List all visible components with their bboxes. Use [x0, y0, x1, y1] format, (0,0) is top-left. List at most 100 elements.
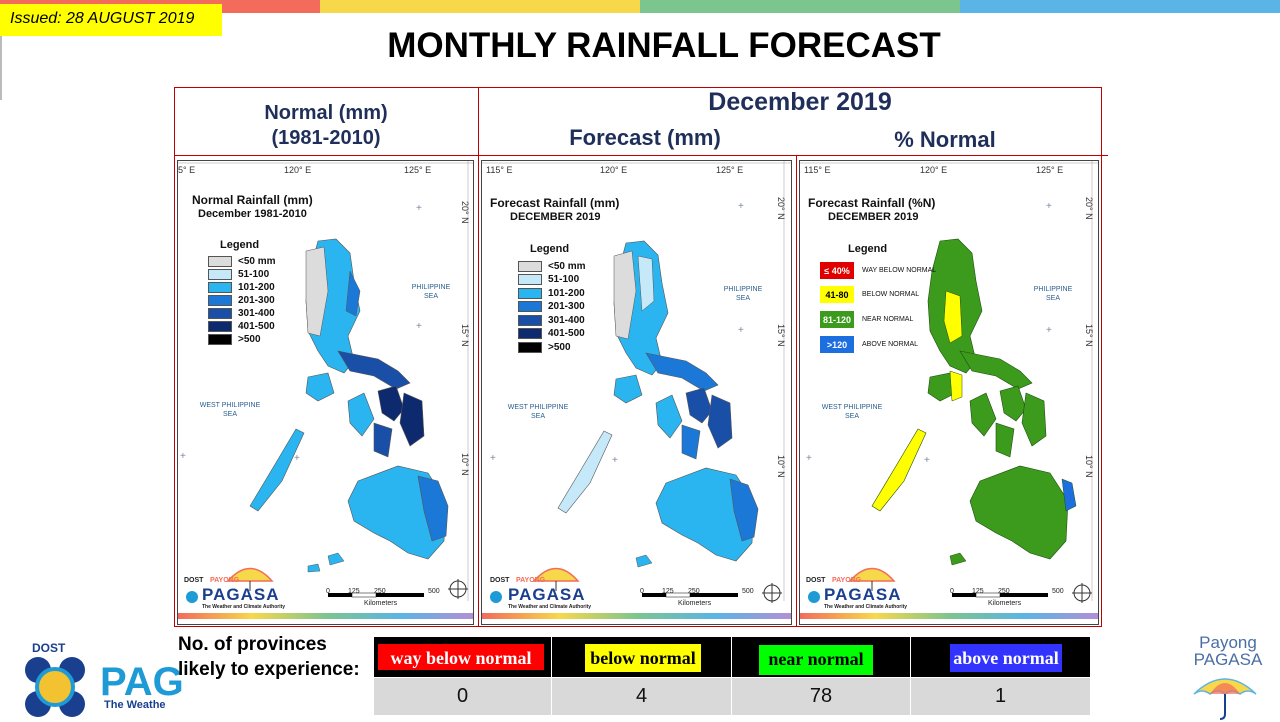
sea-label-line: SEA: [423, 293, 438, 300]
map-logo-pagasa: PAGASA: [824, 585, 902, 604]
legend-label: 401-500: [548, 328, 585, 339]
map-logo-dost: DOST: [184, 577, 204, 584]
normal-legend-row: 51-100: [208, 269, 269, 280]
legend-swatch: [518, 342, 542, 353]
forecast-lat-label-1: 20° N: [776, 197, 786, 220]
pct-legend-title: Legend: [848, 243, 888, 255]
legend-label: >500: [238, 334, 261, 345]
legend-swatch: [208, 256, 232, 267]
normal-header-line1: Normal (mm): [264, 102, 388, 124]
top-bar-segment-yellow: [320, 0, 640, 13]
normal-legend-row: 301-400: [208, 308, 275, 319]
legend-label: 101-200: [238, 282, 275, 293]
pct-legend-box: ≤ 40%: [820, 262, 854, 279]
grid-cross: +: [612, 455, 618, 466]
panel-split-right: [796, 155, 797, 626]
grid-cross: +: [416, 203, 422, 214]
header-split-left: [478, 88, 479, 626]
map-logo-payong: PAYONG: [210, 577, 240, 584]
pct-legend-box: 81-120: [820, 311, 854, 328]
count-above-normal: 1: [994, 685, 1007, 707]
forecast-west-philippine-sea-label: WEST PHILIPPINE SEA: [500, 403, 576, 421]
legend-swatch: [518, 288, 542, 299]
legend-label: >500: [548, 342, 571, 353]
scale-tick: 500: [742, 588, 754, 595]
pagasa-logo-partial: PAG: [100, 660, 184, 704]
maps-frame: [174, 87, 1102, 627]
scale-tick: 125: [348, 588, 360, 595]
normal-rainfall-map: 5° E 120° E 125° E 20° N 15° N 10° N Nor…: [177, 160, 474, 625]
normal-map-title: Normal Rainfall (mm) December 1981-2010: [192, 193, 313, 221]
scale-tick: 250: [998, 588, 1010, 595]
legend-swatch: [518, 328, 542, 339]
legend-label: <50 mm: [548, 261, 586, 272]
legend-label: 51-100: [548, 274, 580, 285]
normal-philippine-sea-label: PHILIPPINE SEA: [406, 283, 456, 301]
sea-label-line: SEA: [222, 411, 237, 418]
normal-west-philippine-sea-label: WEST PHILIPPINE SEA: [192, 401, 268, 419]
month-header: December 2019: [708, 88, 892, 116]
normal-lat-label-2: 15° N: [460, 324, 470, 347]
sea-label-line: PHILIPPINE: [1033, 286, 1073, 293]
table-col-divider: [910, 637, 911, 715]
pct-lon-label-3: 125° E: [1036, 165, 1064, 175]
legend-swatch: [208, 282, 232, 293]
sea-label-line: PHILIPPINE: [723, 286, 763, 293]
scale-tick: 500: [1052, 588, 1064, 595]
scale-tick: 125: [972, 588, 984, 595]
forecast-legend-title: Legend: [530, 243, 570, 255]
grid-cross: +: [180, 451, 186, 462]
legend-swatch: [208, 269, 232, 280]
pct-normal-map: 115° E 120° E 125° E 20° N 15° N 10° N F…: [799, 160, 1099, 625]
normal-legend-row: 101-200: [208, 282, 275, 293]
pct-lat-label-1: 20° N: [1084, 197, 1094, 220]
pct-legend-label: ABOVE NORMAL: [862, 341, 919, 348]
forecast-philippine-sea-label: PHILIPPINE SEA: [718, 285, 768, 303]
forecast-legend-row: 51-100: [518, 274, 579, 285]
pct-legend-label: WAY BELOW NORMAL: [862, 267, 937, 274]
scale-tick: 0: [950, 588, 954, 595]
grid-cross: +: [924, 455, 930, 466]
payong-logo-line1: Payong: [1199, 633, 1257, 652]
scale-unit: Kilometers: [364, 600, 398, 607]
count-below-normal: 4: [635, 685, 648, 707]
forecast-legend-row: >500: [518, 342, 571, 353]
scale-tick: 250: [688, 588, 700, 595]
legend-swatch: [518, 274, 542, 285]
legend-label: 201-300: [238, 295, 275, 306]
map-color-strip: [178, 613, 473, 619]
pct-normal-map-graphic: [800, 161, 1098, 603]
legend-label: <50 mm: [238, 256, 276, 267]
map-logo-payong: PAYONG: [832, 577, 862, 584]
provinces-label: No. of provinces likely to experience:: [178, 634, 360, 680]
normal-lat-label-3: 10° N: [460, 453, 470, 476]
category-near-normal: near normal: [759, 645, 873, 675]
pct-lon-label-2: 120° E: [920, 165, 948, 175]
pct-legend-row: 81-120 NEAR NORMAL: [820, 311, 913, 328]
issued-date-badge: Issued: 28 AUGUST 2019: [0, 4, 222, 36]
normal-map-graphic: [178, 161, 473, 603]
grid-cross: +: [738, 201, 744, 212]
scale-unit: Kilometers: [988, 600, 1022, 607]
header-divider: [174, 155, 1108, 156]
normal-lat-label-1: 20° N: [460, 201, 470, 224]
pct-lat-label-3: 10° N: [1084, 455, 1094, 478]
forecast-lon-label-1: 115° E: [486, 165, 513, 175]
normal-header-line2: (1981-2010): [271, 127, 381, 149]
normal-legend-title: Legend: [220, 239, 260, 251]
map-logo-tagline: The Weather and Climate Authority: [202, 604, 286, 610]
map-logo-payong: PAYONG: [516, 577, 546, 584]
forecast-lat-label-2: 15° N: [776, 324, 786, 347]
pct-legend-label: NEAR NORMAL: [862, 316, 914, 323]
pagasa-emblem-icon: [25, 657, 85, 717]
normal-legend-row: 401-500: [208, 321, 275, 332]
pct-legend-label: BELOW NORMAL: [862, 291, 920, 298]
normal-lon-label-2: 120° E: [284, 165, 312, 175]
forecast-lat-label-3: 10° N: [776, 455, 786, 478]
scale-tick: 0: [326, 588, 330, 595]
legend-swatch: [518, 315, 542, 326]
forecast-map-graphic: [482, 161, 791, 603]
sea-label-line: SEA: [735, 295, 750, 302]
category-below-normal: below normal: [585, 644, 701, 672]
map-logo-pagasa: PAGASA: [202, 585, 280, 604]
